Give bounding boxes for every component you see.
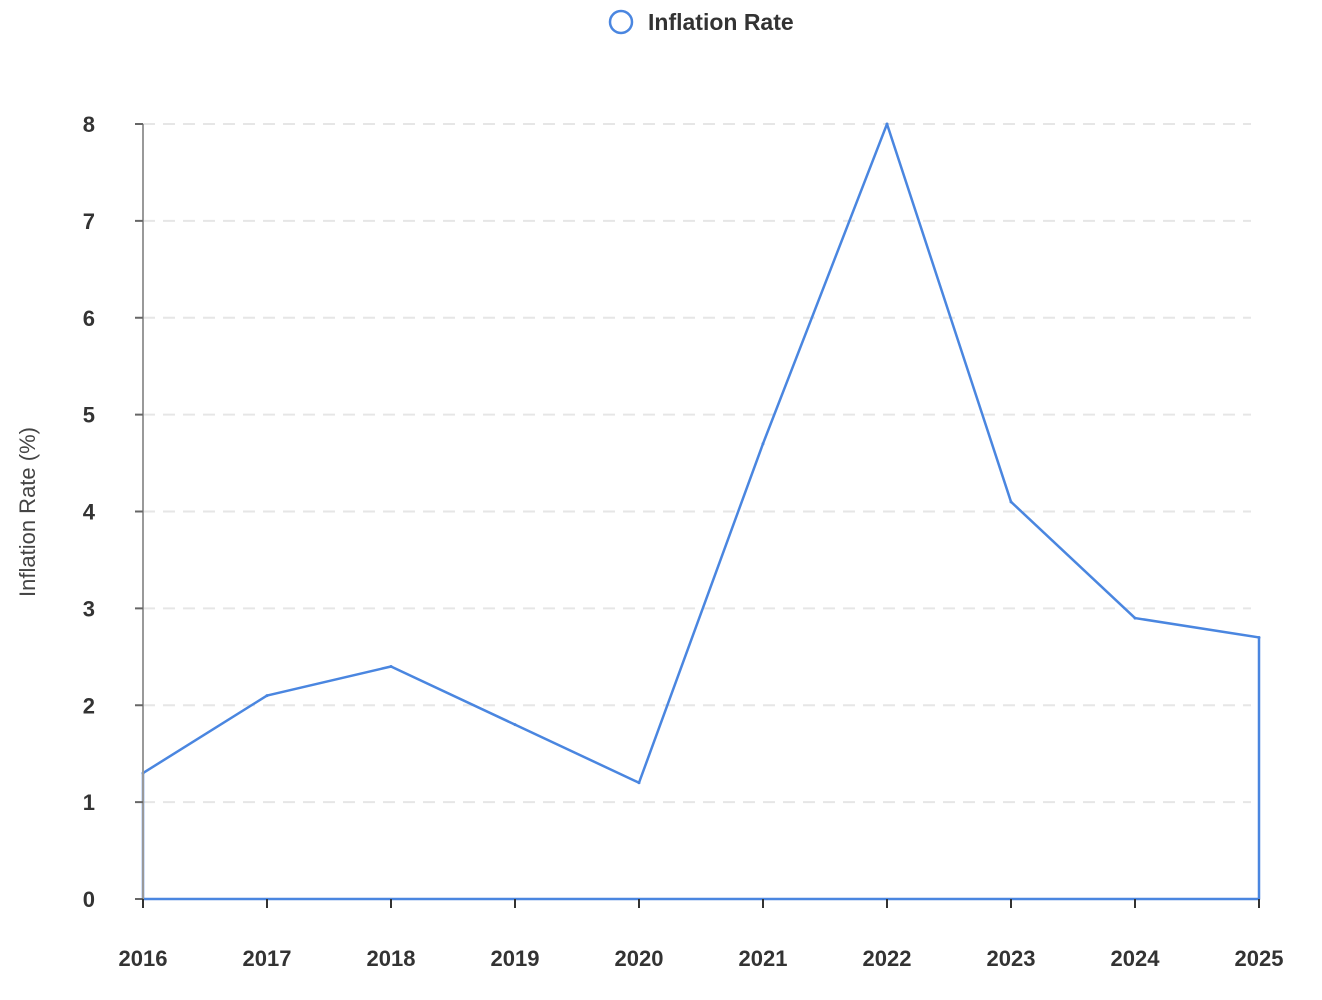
x-tick-label: 2025 bbox=[1235, 946, 1284, 971]
data-point[interactable] bbox=[513, 723, 517, 727]
x-tick-label: 2019 bbox=[491, 946, 540, 971]
data-point[interactable] bbox=[637, 781, 641, 785]
y-tick-label: 8 bbox=[83, 112, 95, 137]
x-tick-label: 2017 bbox=[243, 946, 292, 971]
y-tick-label: 0 bbox=[83, 887, 95, 912]
y-tick-label: 4 bbox=[83, 500, 96, 525]
data-point[interactable] bbox=[761, 442, 765, 446]
data-point[interactable] bbox=[1009, 500, 1013, 504]
x-tick-label: 2021 bbox=[739, 946, 788, 971]
y-tick-label: 5 bbox=[83, 403, 95, 428]
y-axis-title: Inflation Rate (%) bbox=[15, 427, 40, 597]
data-point[interactable] bbox=[885, 122, 889, 126]
data-point[interactable] bbox=[1257, 635, 1261, 639]
x-tick-label: 2024 bbox=[1111, 946, 1161, 971]
x-tick-label: 2023 bbox=[987, 946, 1036, 971]
data-point[interactable] bbox=[265, 694, 269, 698]
x-tick-label: 2016 bbox=[119, 946, 168, 971]
legend[interactable]: Inflation Rate bbox=[608, 9, 794, 35]
y-tick-label: 2 bbox=[83, 693, 95, 718]
x-axis-ticks: 2016 2017 2018 2019 2020 2021 2022 2023 2024 2025 bbox=[119, 899, 1284, 971]
legend-label-inflation-rate: Inflation Rate bbox=[648, 9, 794, 35]
legend-marker-inflation-rate bbox=[608, 9, 634, 35]
x-tick-label: 2022 bbox=[863, 946, 912, 971]
y-tick-label: 1 bbox=[83, 790, 95, 815]
data-point[interactable] bbox=[1133, 616, 1137, 620]
gridlines bbox=[143, 123, 1251, 804]
y-tick-label: 3 bbox=[83, 596, 95, 621]
x-tick-label: 2018 bbox=[367, 946, 416, 971]
y-axis-ticks: 0 1 2 3 4 5 6 7 8 bbox=[83, 112, 143, 912]
series-layer bbox=[141, 122, 1261, 901]
data-point[interactable] bbox=[389, 665, 393, 668]
y-tick-label: 7 bbox=[83, 209, 95, 234]
x-tick-label: 2020 bbox=[615, 946, 664, 971]
y-tick-label: 6 bbox=[83, 306, 95, 331]
